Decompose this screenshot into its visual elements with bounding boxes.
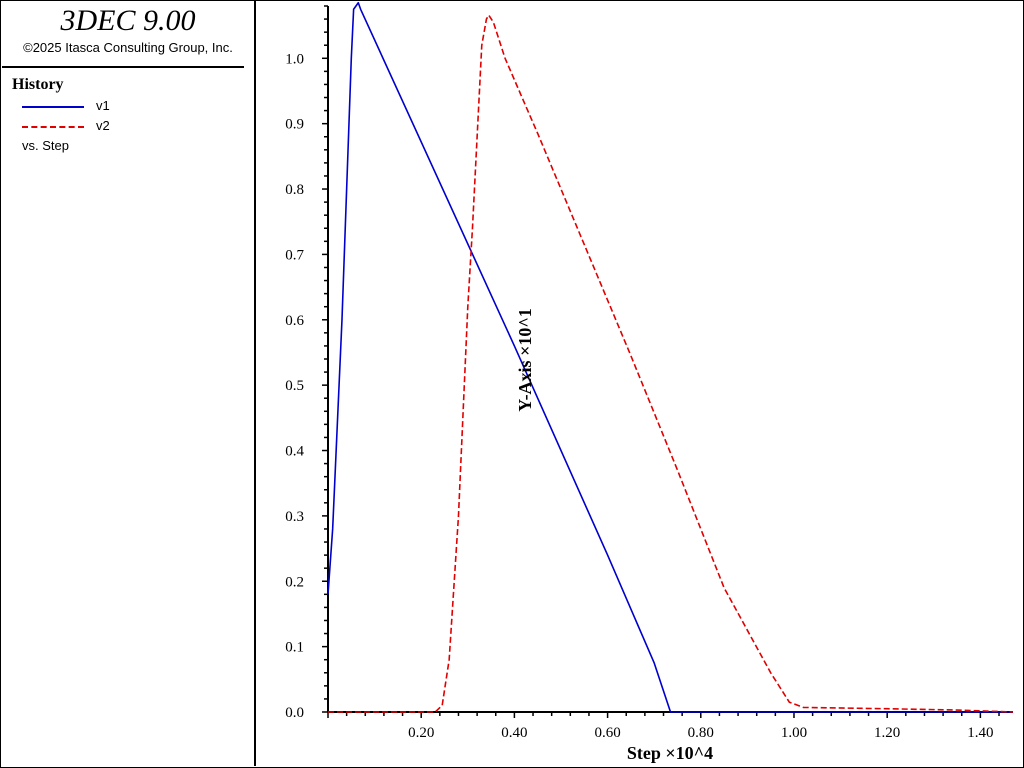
app-title: 3DEC 9.00: [60, 4, 196, 37]
y-tick-label: 0.7: [285, 247, 304, 263]
history-heading: History: [12, 76, 64, 93]
y-tick-label: 0.6: [285, 313, 304, 329]
x-tick-label: 0.60: [594, 725, 620, 741]
y-tick-label: 0.3: [285, 509, 304, 525]
chart-ticks: 0.0 0.1 0.2 0.3 0.4 0.5 0.6 0.7 0.8 0.9 1.0 0.20 0.4…: [285, 5, 1000, 741]
y-axis-label: Y-Axis ×10^1: [515, 308, 535, 412]
y-tick-label: 0.1: [285, 640, 304, 656]
legend-panel: 3DEC 9.00 ©2025 Itasca Consulting Group,…: [0, 0, 256, 766]
copyright-text: ©2025 Itasca Consulting Group, Inc.: [23, 40, 233, 55]
y-tick-label: 0.2: [285, 574, 304, 590]
legend-swatch-v2: [22, 126, 84, 128]
series-line-v1: [327, 1, 1013, 713]
x-tick-label: 1.40: [967, 725, 993, 741]
chart-axes: [327, 6, 1013, 713]
series-line-v2: [328, 14, 1014, 713]
legend-label-v2: v2: [96, 118, 110, 133]
x-tick-label: 0.40: [501, 725, 527, 741]
chart-series: [327, 1, 1014, 713]
x-tick-label: 0.20: [408, 725, 434, 741]
legend-vs-label: vs. Step: [22, 138, 69, 153]
y-tick-label: 0.0: [285, 705, 304, 721]
x-axis-label: Step ×10^4: [627, 743, 713, 763]
title-divider: [2, 66, 244, 68]
legend-swatch-v1: [22, 106, 84, 108]
y-tick-label: 1.0: [285, 51, 304, 67]
y-tick-label: 0.9: [285, 117, 304, 133]
chart-plot: 0.0 0.1 0.2 0.3 0.4 0.5 0.6 0.7 0.8 0.9 1.0 0.20 0.4…: [285, 1, 1014, 763]
x-tick-label: 0.80: [688, 725, 714, 741]
y-tick-label: 0.5: [285, 378, 304, 394]
y-tick-label: 0.8: [285, 182, 304, 198]
legend-label-v1: v1: [96, 98, 110, 113]
x-tick-label: 1.20: [874, 725, 900, 741]
y-tick-label: 0.4: [285, 444, 304, 460]
x-tick-label: 1.00: [781, 725, 807, 741]
